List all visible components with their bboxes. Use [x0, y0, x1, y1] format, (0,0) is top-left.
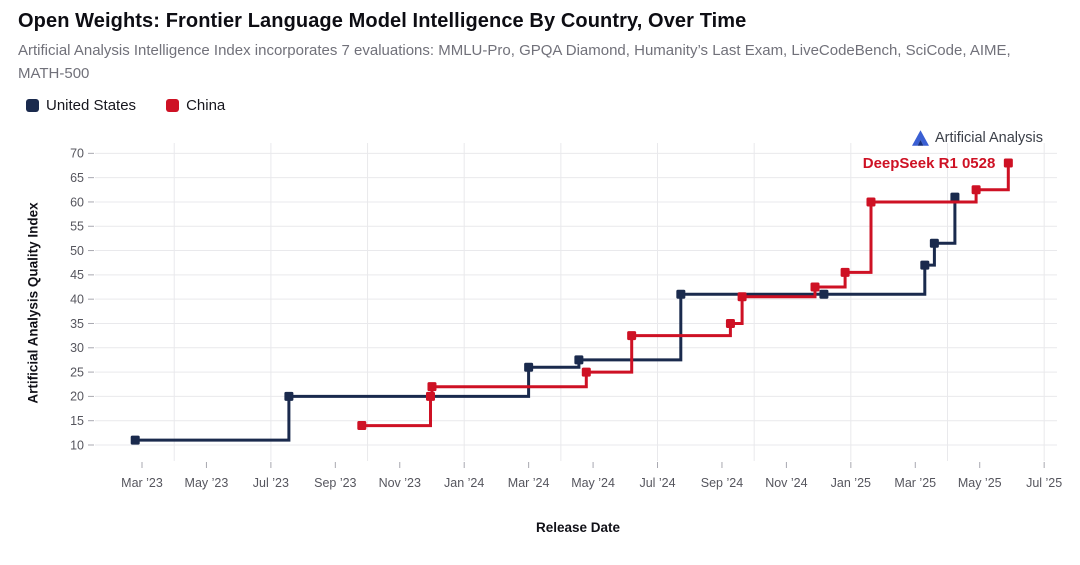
y-tick-label: 50	[70, 244, 84, 258]
data-point-united-states	[929, 238, 939, 248]
x-tick-label: Jul ’25	[1026, 476, 1062, 490]
x-tick-label: May ’23	[185, 476, 229, 490]
y-tick-label: 55	[70, 220, 84, 234]
y-tick-label: 60	[70, 195, 84, 209]
legend-item-china[interactable]: China	[166, 97, 225, 114]
x-tick-label: Mar ’23	[121, 476, 163, 490]
data-point-china	[737, 292, 747, 302]
x-tick-label: May ’24	[571, 476, 615, 490]
x-tick-label: Mar ’25	[894, 476, 936, 490]
artificial-analysis-logo-text: Artificial Analysis	[935, 130, 1043, 146]
y-tick-label: 40	[70, 292, 84, 306]
data-point-china	[357, 421, 367, 431]
x-tick-label: Jan ’24	[444, 476, 484, 490]
x-tick-label: Jul ’24	[639, 476, 675, 490]
data-point-china	[725, 318, 735, 328]
page-title: Open Weights: Frontier Language Model In…	[18, 10, 747, 32]
x-tick-label: May ’25	[958, 476, 1002, 490]
legend-label-china: China	[186, 97, 226, 114]
data-point-china	[1003, 158, 1013, 168]
page-subtitle: Artificial Analysis Intelligence Index i…	[18, 42, 1011, 82]
x-tick-label: Nov ’24	[765, 476, 807, 490]
legend-swatch-united-states	[26, 99, 39, 112]
x-tick-label: Mar ’24	[508, 476, 550, 490]
x-tick-label: Jul ’23	[253, 476, 289, 490]
y-tick-label: 70	[70, 147, 84, 161]
legend-item-united-states[interactable]: United States	[26, 97, 136, 114]
x-tick-label: Sep ’23	[314, 476, 356, 490]
y-tick-label: 15	[70, 414, 84, 428]
data-point-united-states	[284, 391, 294, 401]
data-point-china	[971, 185, 981, 195]
data-point-china	[866, 197, 876, 207]
legend: United States China	[26, 97, 225, 114]
y-tick-label: 45	[70, 268, 84, 282]
artificial-analysis-logo: Artificial Analysis	[912, 130, 1043, 146]
data-point-china	[810, 282, 820, 292]
y-tick-label: 65	[70, 171, 84, 185]
data-point-united-states	[920, 260, 930, 270]
data-point-united-states	[676, 289, 686, 299]
y-tick-label: 10	[70, 438, 84, 452]
legend-swatch-china	[166, 99, 180, 112]
deepseek-r1-0528-label: DeepSeek R1 0528	[863, 155, 996, 172]
data-point-china	[427, 382, 437, 392]
series-line-united-states	[135, 197, 957, 442]
x-tick-label: Jan ’25	[831, 476, 871, 490]
data-point-united-states	[950, 192, 960, 202]
data-point-china	[581, 367, 591, 377]
x-axis-title: Release Date	[535, 520, 621, 535]
data-point-china	[840, 267, 850, 277]
data-point-united-states	[819, 289, 829, 299]
data-point-united-states	[130, 435, 140, 445]
data-point-united-states	[574, 355, 584, 365]
y-tick-label: 30	[70, 341, 84, 355]
x-tick-label: Sep ’24	[701, 476, 743, 490]
legend-label-united-states: United States	[46, 97, 137, 114]
y-tick-label: 35	[70, 317, 84, 331]
y-tick-label: 20	[70, 390, 84, 404]
artificial-analysis-logo-icon	[912, 130, 929, 146]
data-point-china	[425, 391, 435, 401]
y-tick-label: 25	[70, 365, 84, 379]
data-point-china	[627, 331, 637, 341]
data-point-united-states	[524, 362, 534, 372]
x-tick-label: Nov ’23	[379, 476, 421, 490]
